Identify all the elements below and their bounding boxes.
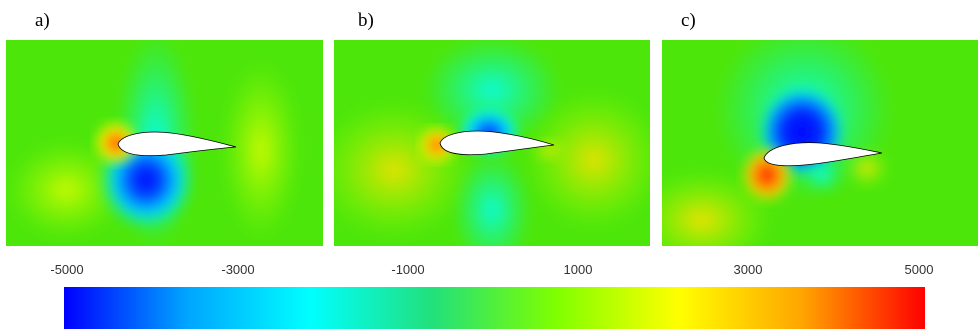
colorbar-tick-label: 3000 <box>733 262 763 277</box>
contour-plot-b <box>334 40 650 246</box>
colorbar-tick-label: 1000 <box>563 262 593 277</box>
airfoil-c <box>763 142 883 167</box>
colorbar-tick-label: -5000 <box>50 262 84 277</box>
colorbar-tick-label: -3000 <box>221 262 255 277</box>
panel-label-b: b) <box>358 10 374 31</box>
colorbar-tick-label: 5000 <box>904 262 934 277</box>
colorbar-tick-label: -1000 <box>391 262 425 277</box>
panel-label-c: c) <box>681 10 696 31</box>
contour-panel-c <box>662 40 978 246</box>
colorbar <box>64 287 925 329</box>
contour-plot-a <box>6 40 323 246</box>
contour-panel-b <box>334 40 650 246</box>
airfoil-b <box>439 130 555 156</box>
contour-plot-c <box>662 40 978 246</box>
contour-panel-a <box>6 40 323 246</box>
airfoil-a <box>117 131 237 157</box>
panel-label-a: a) <box>35 10 50 31</box>
